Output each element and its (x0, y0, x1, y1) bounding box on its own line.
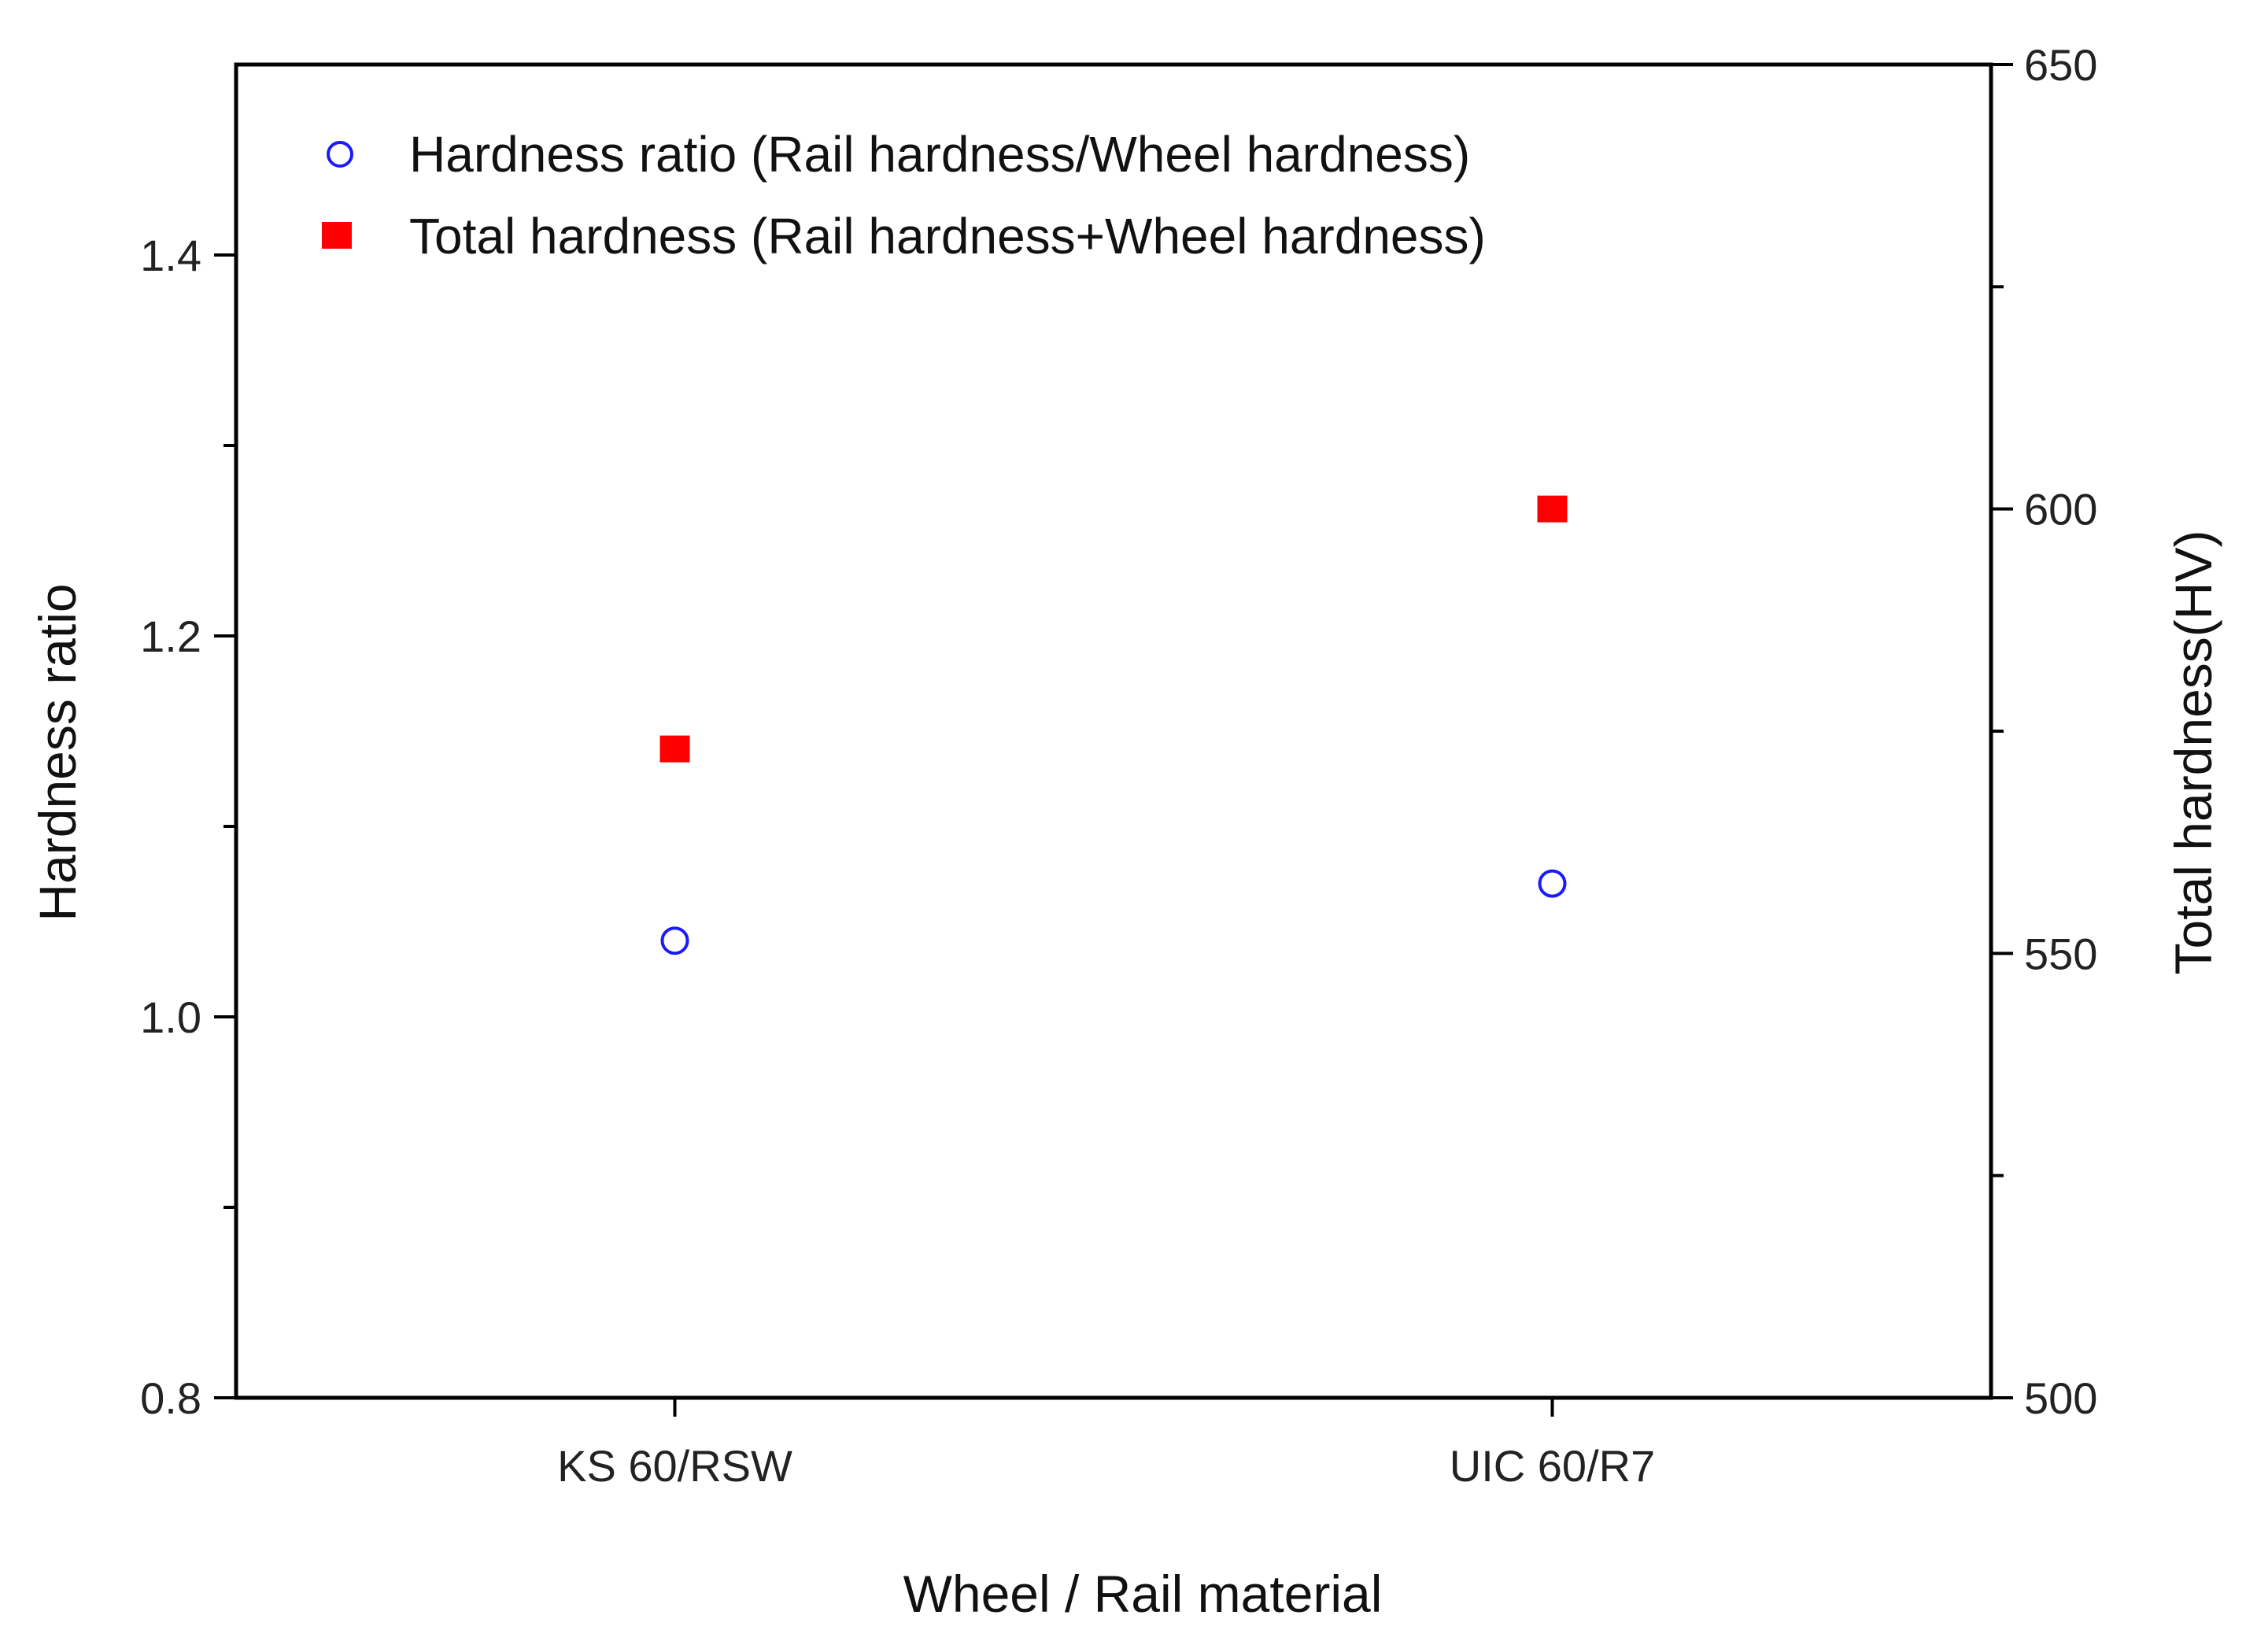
axis-ticks (214, 63, 2013, 1417)
x-tick-label: UIC 60/R7 (1450, 1441, 1655, 1491)
hardness-ratio-point (660, 926, 689, 955)
x-axis-title: Wheel / Rail material (903, 1565, 1383, 1623)
y-left-axis-title: Hardness ratio (28, 583, 87, 921)
plot-frame (234, 62, 1993, 1400)
total-hardness-point (1537, 495, 1568, 523)
legend-marker-hardness-ratio (327, 141, 353, 168)
y-right-tick-label: 650 (2024, 40, 2097, 90)
hardness-ratio-point (1538, 869, 1567, 898)
total-hardness-point (659, 735, 690, 763)
y-left-tick-label: 1.0 (140, 992, 201, 1042)
y-right-tick-label: 500 (2024, 1373, 2097, 1423)
legend: Hardness ratio (Rail hardness/Wheel hard… (322, 126, 1486, 264)
x-tick-label: KS 60/RSW (557, 1441, 792, 1491)
legend-label-total-hardness: Total hardness (Rail hardness+Wheel hard… (409, 208, 1486, 264)
y-left-tick-label: 1.4 (140, 231, 201, 280)
y-right-axis-title: Total hardness(HV) (2164, 530, 2222, 975)
y-right-tick-label: 600 (2024, 485, 2097, 534)
legend-marker-total-hardness (322, 222, 352, 249)
y-right-tick-label: 550 (2024, 929, 2097, 978)
y-left-tick-label: 0.8 (140, 1373, 201, 1423)
legend-label-hardness-ratio: Hardness ratio (Rail hardness/Wheel hard… (409, 126, 1470, 183)
plot-border (234, 62, 1993, 1400)
data-marks (659, 495, 1568, 955)
tick-labels: 0.8 1.0 1.2 1.4 500 550 600 650 KS 60/RSW UIC 60/… (140, 40, 2097, 1491)
y-left-tick-label: 1.2 (140, 612, 201, 661)
